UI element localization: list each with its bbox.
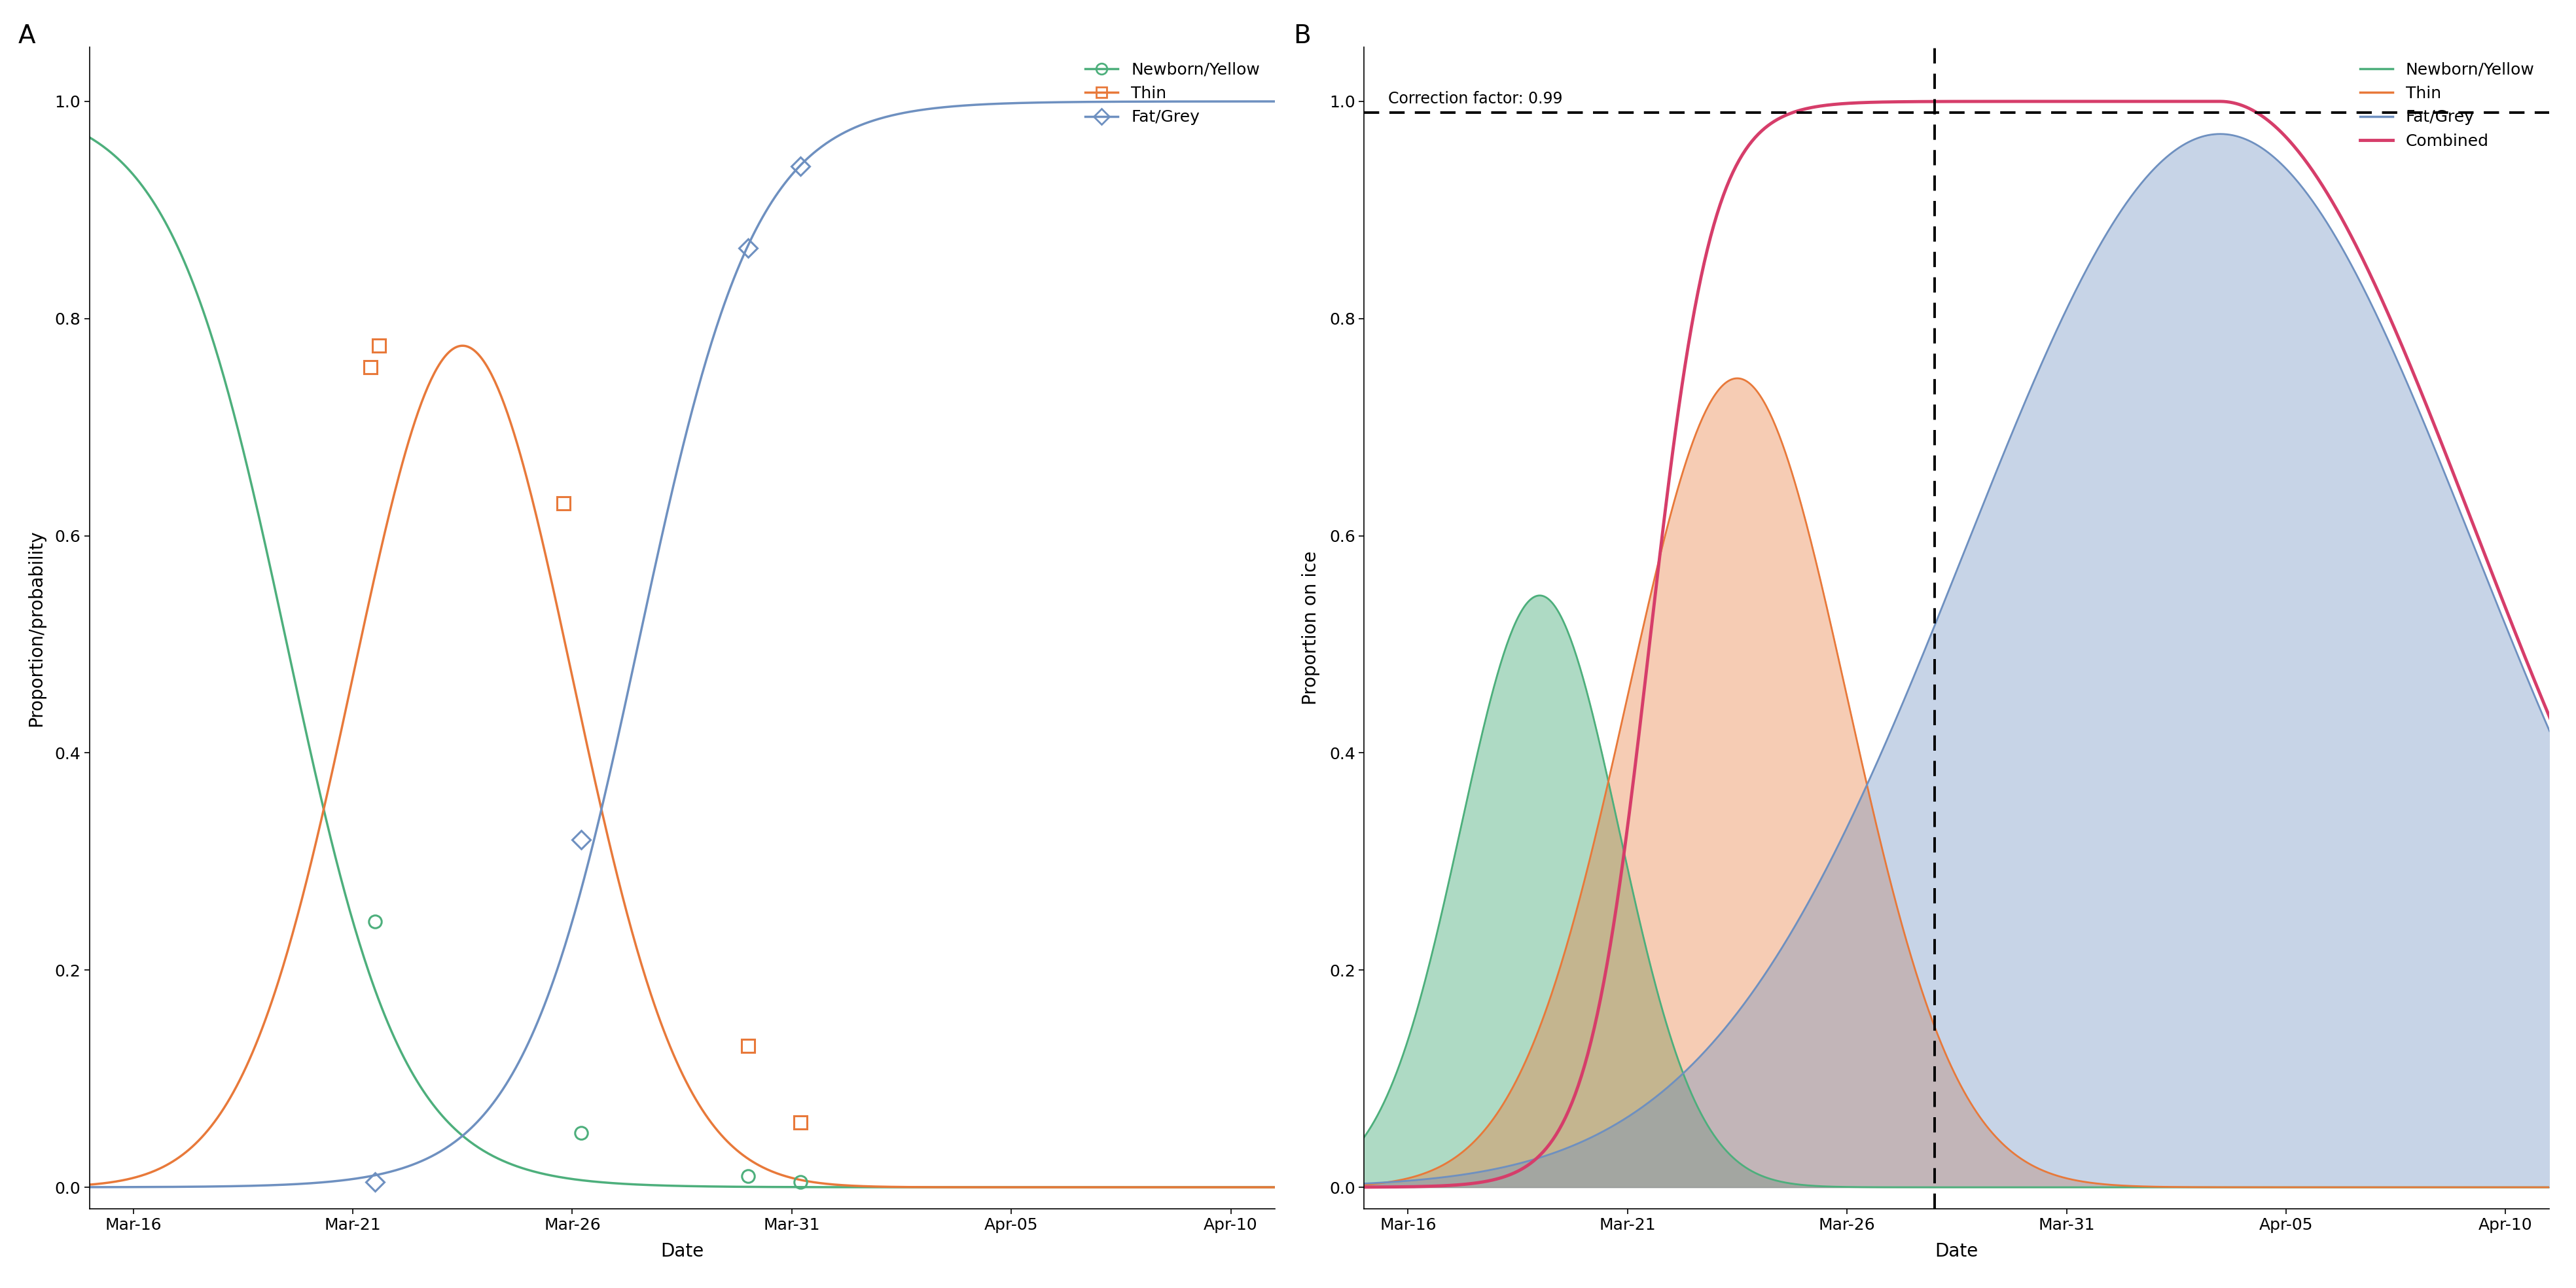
Y-axis label: Proportion on ice: Proportion on ice [1301, 551, 1319, 705]
Text: Correction factor: 0.99: Correction factor: 0.99 [1388, 91, 1561, 107]
Legend: Newborn/Yellow, Thin, Fat/Grey, Combined: Newborn/Yellow, Thin, Fat/Grey, Combined [2352, 55, 2540, 156]
X-axis label: Date: Date [659, 1243, 703, 1261]
Legend: Newborn/Yellow, Thin, Fat/Grey: Newborn/Yellow, Thin, Fat/Grey [1079, 55, 1267, 131]
Text: A: A [18, 24, 36, 49]
X-axis label: Date: Date [1935, 1243, 1978, 1261]
Text: B: B [1293, 24, 1311, 49]
Y-axis label: Proportion/probability: Proportion/probability [28, 529, 46, 726]
